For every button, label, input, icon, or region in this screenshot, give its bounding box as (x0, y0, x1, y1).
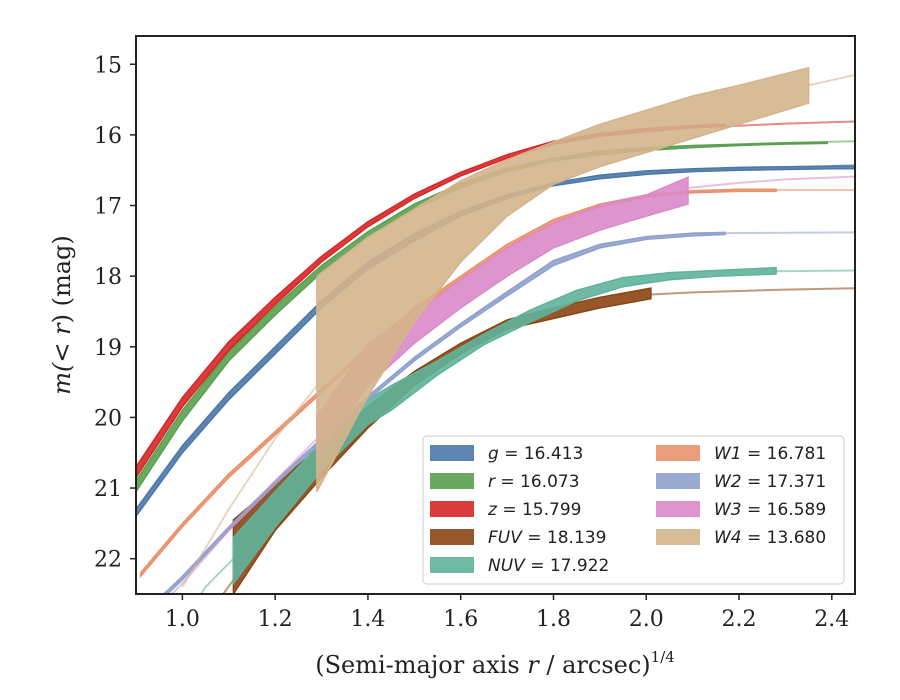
legend-entry-NUV: NUV = 17.922 (430, 556, 609, 576)
y-axis: 15 16 17 18 19 20 21 22 (94, 53, 136, 573)
legend-label: g = 16.413 (488, 444, 583, 464)
plot-frame (135, 35, 856, 595)
legend-label: W4 = 13.680 (714, 528, 826, 548)
legend-label: FUV = 18.139 (488, 528, 606, 548)
legend-label: W2 = 17.371 (714, 472, 826, 492)
series-extension-W4 (808, 73, 855, 87)
y-tick-label: 18 (94, 265, 122, 290)
x-tick-label: 1.2 (258, 607, 293, 632)
y-tick-label: 20 (94, 406, 122, 431)
series-extension-FUV (650, 287, 855, 296)
series-bands (136, 66, 855, 594)
y-tick-label: 19 (94, 336, 122, 361)
series-extension-FUV (221, 579, 235, 594)
x-tick-label: 2.4 (814, 607, 849, 632)
x-axis: 1.0 1.2 1.4 1.6 1.8 2.0 2.2 2.4 (165, 594, 849, 632)
series-extension-z (725, 120, 855, 128)
legend-swatch (430, 445, 474, 461)
legend-entry-g: g = 16.413 (430, 444, 583, 464)
series-extension-W3 (170, 437, 318, 594)
legend-entry-W1: W1 = 16.781 (656, 444, 826, 464)
x-tick-label: 1.6 (443, 607, 478, 632)
legend-swatch (656, 473, 700, 489)
legend-swatch (430, 557, 474, 573)
series-extension-NUV (199, 557, 235, 594)
legend-entry-FUV: FUV = 18.139 (430, 528, 606, 548)
legend-swatch (656, 445, 700, 461)
y-tick-label: 15 (94, 53, 122, 78)
legend-entry-W4: W4 = 13.680 (656, 528, 826, 548)
x-tick-label: 1.8 (536, 607, 571, 632)
series-extension-W3 (687, 175, 855, 189)
y-tick-label: 17 (94, 195, 122, 220)
legend-label: r = 16.073 (488, 472, 580, 492)
series-extension-NUV (776, 269, 855, 273)
legend-entry-r: r = 16.073 (430, 472, 580, 492)
legend-swatch (656, 529, 700, 545)
legend-entry-z: z = 15.799 (430, 500, 581, 520)
x-tick-label: 1.0 (165, 607, 200, 632)
legend-label: W3 = 16.589 (714, 500, 826, 520)
x-tick-label: 1.4 (350, 607, 385, 632)
y-tick-label: 16 (94, 124, 122, 149)
legend-label: z = 15.799 (487, 500, 581, 520)
series-extension-W4 (181, 384, 318, 588)
y-tick-label: 21 (94, 477, 122, 502)
y-tick-label: 22 (94, 548, 122, 573)
series-extension-r (827, 140, 855, 143)
x-tick-label: 2.0 (629, 607, 664, 632)
x-axis-label: (Semi-major axis r / arcsec)1/4 (315, 648, 675, 679)
legend-swatch (430, 501, 474, 517)
legend-swatch (430, 529, 474, 545)
series-band-W4 (316, 66, 810, 492)
series-W4 (181, 66, 855, 588)
series-extension-W2 (725, 231, 855, 235)
legend-box (422, 435, 845, 585)
y-axis-label: m(< r) (mag) (48, 235, 76, 395)
legend-swatch (656, 501, 700, 517)
legend-label: NUV = 17.922 (488, 556, 609, 576)
legend-swatch (430, 473, 474, 489)
legend: g = 16.413 W1 = 16.781 r = 16.073 W2 = 17.3… (422, 435, 845, 585)
legend-label: W1 = 16.781 (714, 444, 826, 464)
legend-entry-W3: W3 = 16.589 (656, 500, 826, 520)
legend-entry-W2: W2 = 17.371 (656, 472, 826, 492)
x-tick-label: 2.2 (722, 607, 757, 632)
